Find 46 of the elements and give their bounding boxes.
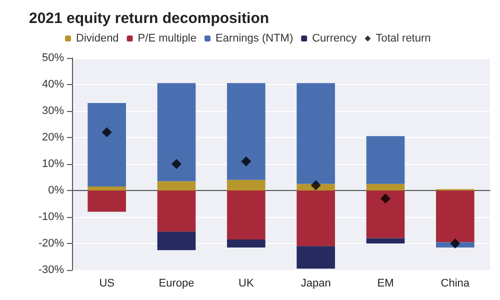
bar bbox=[157, 181, 196, 190]
bar bbox=[88, 190, 126, 212]
x-tick-label: China bbox=[440, 278, 470, 290]
chart-title: 2021 equity return decomposition bbox=[29, 10, 270, 27]
bar bbox=[296, 246, 335, 269]
x-tick-label: UK bbox=[238, 278, 254, 290]
y-tick-label: 20% bbox=[42, 132, 64, 144]
bar bbox=[157, 232, 196, 250]
bar bbox=[227, 240, 266, 248]
bar bbox=[366, 136, 405, 184]
bar bbox=[227, 83, 266, 180]
bar bbox=[296, 190, 335, 246]
bar bbox=[366, 184, 405, 190]
y-tick-label: -10% bbox=[38, 211, 64, 223]
y-tick-label: 50% bbox=[42, 52, 64, 64]
x-tick-label: US bbox=[99, 278, 114, 290]
x-tick-label: Europe bbox=[158, 278, 194, 290]
point bbox=[310, 180, 321, 190]
bar bbox=[436, 190, 474, 242]
legend-label: Dividend bbox=[76, 32, 119, 44]
y-tick-label: -30% bbox=[38, 264, 64, 276]
bar bbox=[157, 83, 196, 182]
y-tick-label: 0% bbox=[48, 184, 64, 196]
point bbox=[172, 159, 182, 169]
x-tick-label: Japan bbox=[300, 278, 331, 290]
y-tick-label: -20% bbox=[38, 238, 64, 250]
legend-label: Earnings (NTM) bbox=[215, 32, 294, 44]
y-tick-label: 40% bbox=[42, 78, 64, 90]
bar bbox=[227, 180, 266, 190]
point bbox=[241, 156, 252, 166]
legend-label: Currency bbox=[312, 32, 358, 44]
bar bbox=[296, 83, 335, 184]
bar bbox=[366, 238, 405, 244]
y-tick-label: 10% bbox=[42, 158, 64, 170]
legend-label: Total return bbox=[376, 32, 431, 44]
point bbox=[380, 193, 390, 204]
bar bbox=[157, 190, 196, 232]
point bbox=[102, 127, 112, 138]
point bbox=[450, 238, 460, 248]
bar bbox=[227, 190, 266, 240]
y-tick-label: 30% bbox=[42, 105, 64, 117]
bar bbox=[366, 190, 405, 238]
legend-label: P/E multiple bbox=[138, 32, 197, 44]
x-tick-label: EM bbox=[377, 278, 394, 290]
bar bbox=[88, 103, 126, 187]
bar bbox=[88, 186, 126, 190]
